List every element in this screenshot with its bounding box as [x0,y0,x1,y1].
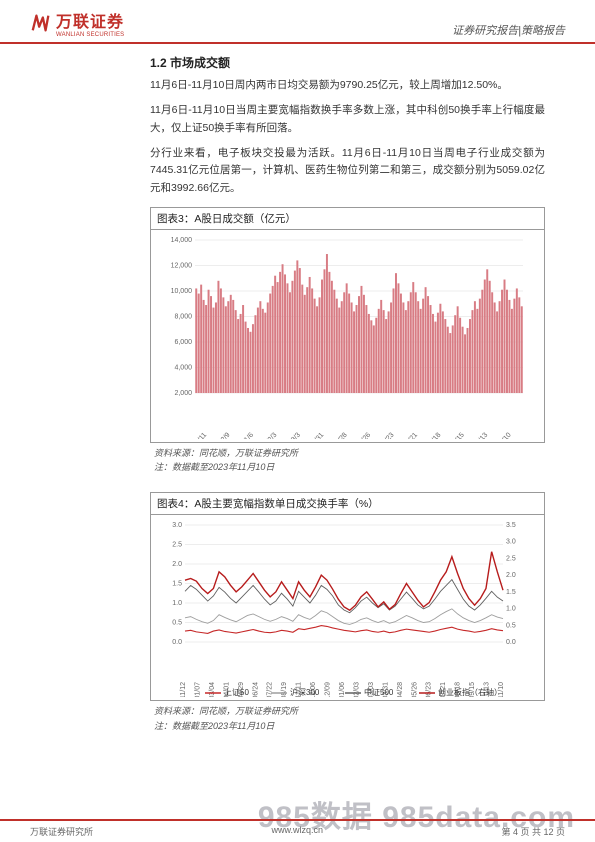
svg-text:2023/06/23: 2023/06/23 [426,682,433,697]
footer-mid: www.wlzq.cn [271,825,323,838]
svg-text:2.0: 2.0 [172,561,182,568]
svg-text:2.5: 2.5 [172,542,182,549]
chart4-source1: 资料来源：同花顺，万联证券研究所 [154,705,545,718]
header-right: 证券研究报告|策略报告 [452,22,565,38]
svg-text:2023/9/15: 2023/9/15 [440,431,466,438]
svg-text:2022/06/24: 2022/06/24 [252,682,259,697]
chart3-svg: 2,000 4,000 6,000 8,000 10,000 12,000 14,000 20… [159,234,529,439]
footer-right: 第 4 页 共 12 页 [501,825,565,838]
paragraph-3: 分行业来看，电子板块交投最为活跃。11月6日-11月10日当周电子行业成交额为7… [150,145,545,197]
chart4-area: 0.0 0.5 1.0 1.5 2.0 2.5 3.0 0.0 0.5 1.0 1.5 2.0 2.5 3… [151,515,544,700]
svg-text:2023/04/28: 2023/04/28 [397,682,404,697]
svg-text:3.0: 3.0 [506,539,516,546]
svg-text:2023/2/3: 2023/2/3 [255,431,279,438]
logo-text-cn: 万联证券 [56,8,124,32]
chart3-source2: 注：数据截至2023年11月10日 [154,461,545,474]
svg-text:沪深300: 沪深300 [290,687,320,697]
svg-text:2023/8/18: 2023/8/18 [416,431,442,438]
svg-text:3.0: 3.0 [172,522,182,529]
chart3-source1: 资料来源：同花顺，万联证券研究所 [154,447,545,460]
svg-text:2022/12/09: 2022/12/09 [325,682,332,697]
chart4-box: 图表4：A股主要宽幅指数单日成交换手率（%） 0.0 0.5 1.0 1.5 2.0 2.… [150,492,545,701]
svg-text:12,000: 12,000 [171,262,193,269]
svg-text:2022/12/9: 2022/12/9 [206,431,232,438]
svg-text:2023/4/28: 2023/4/28 [323,431,349,438]
svg-text:2022/03/04: 2022/03/04 [209,682,216,697]
svg-text:2.5: 2.5 [506,555,516,562]
svg-text:2023/02/03: 2023/02/03 [353,682,360,697]
svg-text:1.5: 1.5 [172,581,182,588]
svg-text:0.0: 0.0 [172,639,182,646]
svg-text:3.5: 3.5 [506,522,516,529]
svg-text:0.0: 0.0 [506,639,516,646]
svg-text:0.5: 0.5 [506,622,516,629]
svg-text:0.5: 0.5 [172,620,182,627]
svg-text:10,000: 10,000 [171,288,193,295]
logo: 万联证券 WANLIAN SECURITIES [30,8,124,38]
svg-text:上证50: 上证50 [224,688,249,697]
svg-text:8,000: 8,000 [174,313,192,320]
page-header: 万联证券 WANLIAN SECURITIES 证券研究报告|策略报告 [0,0,595,44]
svg-text:2023/05/26: 2023/05/26 [411,682,418,697]
svg-text:2023/6/23: 2023/6/23 [370,431,396,438]
svg-text:2022/11/11: 2022/11/11 [180,431,208,438]
paragraph-1: 11月6日-11月10日周内两市日均交易额为9790.25亿元，较上周增加12.… [150,77,545,94]
main-content: 1.2 市场成交额 11月6日-11月10日周内两市日均交易额为9790.25亿… [0,44,595,732]
svg-text:6,000: 6,000 [174,339,192,346]
svg-text:2022/08/19: 2022/08/19 [281,682,288,697]
section-title: 1.2 市场成交额 [150,54,545,71]
chart4-source2: 注：数据截至2023年11月10日 [154,720,545,733]
svg-text:2023/01/06: 2023/01/06 [339,682,346,697]
svg-text:创业板指（右轴）: 创业板指（右轴） [438,687,502,697]
svg-text:2023/11/10: 2023/11/10 [484,431,512,438]
logo-text-en: WANLIAN SECURITIES [56,32,124,38]
svg-text:1.5: 1.5 [506,589,516,596]
svg-text:4,000: 4,000 [174,364,192,371]
logo-icon [30,12,52,34]
svg-text:2023/3/3: 2023/3/3 [278,431,302,438]
chart4-title: 图表4：A股主要宽幅指数单日成交换手率（%） [151,493,544,515]
chart3-area: 2,000 4,000 6,000 8,000 10,000 12,000 14,000 20… [151,230,544,442]
svg-text:2023/7/21: 2023/7/21 [393,431,419,438]
svg-text:中证500: 中证500 [364,687,394,697]
paragraph-2: 11月6日-11月10日当周主要宽幅指数换手率多数上涨，其中科创50换手率上行幅… [150,102,545,137]
footer-left: 万联证券研究所 [30,825,93,838]
chart3-title: 图表3：A股日成交额（亿元） [151,208,544,230]
svg-text:2023/1/6: 2023/1/6 [232,431,256,438]
svg-text:2023/5/26: 2023/5/26 [346,431,372,438]
page-footer: 万联证券研究所 www.wlzq.cn 第 4 页 共 12 页 [0,819,595,842]
svg-text:2022/01/07: 2022/01/07 [194,682,201,697]
chart3-box: 图表3：A股日成交额（亿元） 2,000 4,000 6,000 8,000 10,00… [150,207,545,443]
svg-text:2,000: 2,000 [174,390,192,397]
svg-text:2.0: 2.0 [506,572,516,579]
svg-text:2021/11/12: 2021/11/12 [180,682,187,697]
chart4-svg: 0.0 0.5 1.0 1.5 2.0 2.5 3.0 0.0 0.5 1.0 1.5 2.0 2.5 3… [159,519,529,697]
svg-text:14,000: 14,000 [171,237,193,244]
svg-text:2023/10/13: 2023/10/13 [461,431,490,438]
svg-text:1.0: 1.0 [506,606,516,613]
svg-text:2022/07/22: 2022/07/22 [267,682,274,697]
svg-text:2023/3/31: 2023/3/31 [299,431,325,438]
svg-text:1.0: 1.0 [172,600,182,607]
